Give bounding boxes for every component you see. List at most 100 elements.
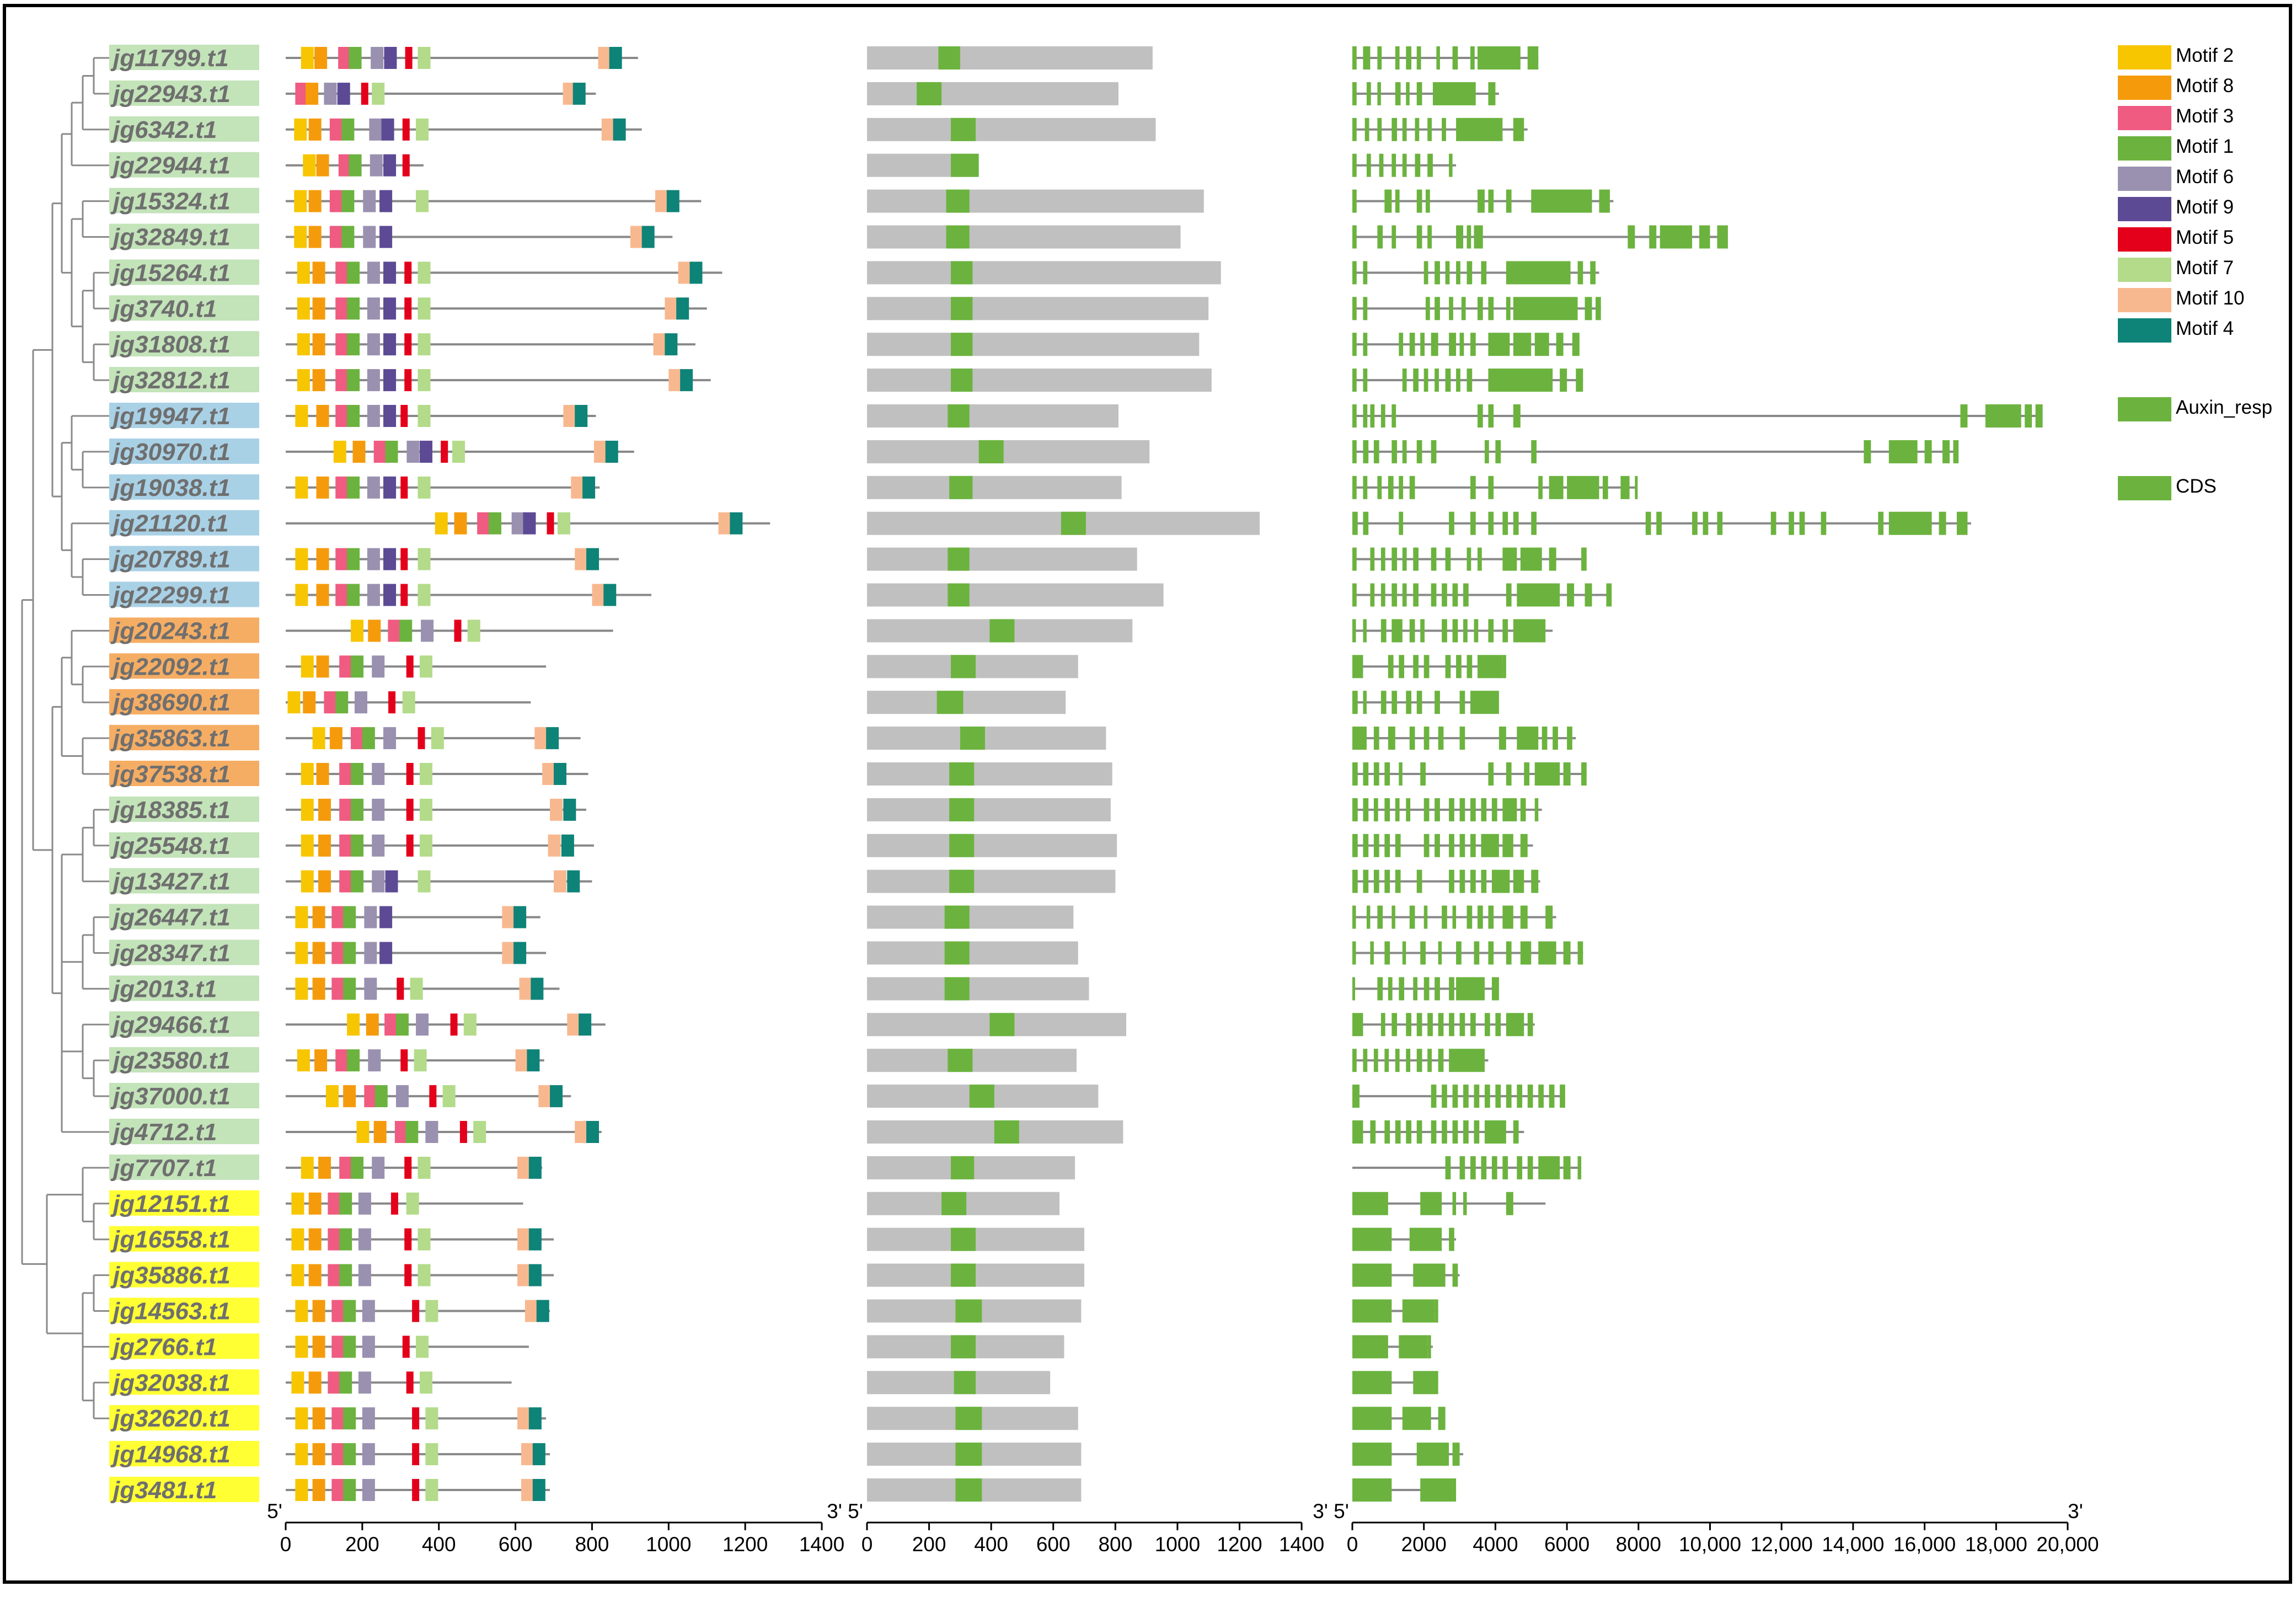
auxin-resp-domain <box>936 691 964 714</box>
motif9-box <box>383 405 397 427</box>
cds-exon <box>1488 619 1494 643</box>
motif2-box <box>297 297 310 320</box>
auxin-resp-domain <box>941 1192 967 1215</box>
motif10-box <box>517 1264 531 1286</box>
five-prime-label: 5' <box>267 1500 282 1523</box>
motif6-box <box>421 619 434 642</box>
motif8-box <box>306 82 319 105</box>
gene-label-bg <box>109 1477 259 1502</box>
motif3-box <box>335 405 349 427</box>
motif2-box <box>297 369 310 392</box>
motif4-box <box>575 405 588 427</box>
cds-exon <box>1484 1013 1490 1037</box>
cds-exon <box>1395 869 1401 893</box>
motif6-box <box>367 261 380 284</box>
motif10-box <box>525 1300 538 1322</box>
domain-tick-label: 400 <box>974 1533 1008 1556</box>
motif4-box <box>586 548 600 570</box>
cds-exon <box>1520 547 1542 571</box>
cds-exon <box>1432 82 1476 105</box>
motif2-box <box>301 1156 314 1179</box>
cds-exon <box>1470 333 1476 356</box>
cds-exon <box>1520 941 1532 965</box>
motif10-box <box>575 1121 588 1143</box>
cds-exon <box>1363 869 1369 893</box>
motif5-box <box>406 655 414 678</box>
cds-exon <box>1506 297 1511 321</box>
gene-label-bg <box>109 581 259 607</box>
cds-exon <box>1352 117 1357 141</box>
gene-label-bg <box>109 1262 259 1288</box>
cds-exon <box>1352 941 1356 965</box>
cds-exon <box>1352 798 1358 821</box>
motif1-box <box>351 870 364 893</box>
cds-exon <box>1352 1120 1363 1144</box>
motif7-box <box>418 47 431 69</box>
motif8-box <box>312 333 325 356</box>
cds-exon <box>1435 977 1440 1001</box>
gene-label-bg <box>109 546 259 571</box>
cds-exon <box>1888 511 1932 535</box>
motif5-box <box>400 584 408 606</box>
gene-label: jg32038.t1 <box>110 1369 231 1396</box>
cds-exon <box>1452 1120 1458 1144</box>
motif3-box <box>329 226 342 248</box>
cds-exon <box>1577 261 1583 285</box>
gene-label-bg <box>109 116 259 142</box>
auxin-resp-domain <box>946 189 970 213</box>
cds-exon <box>1560 368 1567 392</box>
motif7-box <box>416 190 429 212</box>
cds-exon <box>1384 1049 1389 1072</box>
cds-exon <box>1692 511 1698 535</box>
motif9-box <box>383 297 397 320</box>
motif7-box <box>402 691 415 714</box>
cds-exon <box>1406 798 1411 821</box>
cds-exon <box>1491 798 1497 821</box>
cds-exon <box>1352 834 1358 857</box>
motif1-box <box>347 1049 360 1072</box>
motif2-box <box>295 978 308 1000</box>
motif2-box <box>294 226 307 248</box>
motif4-box <box>605 440 618 463</box>
motif4-box <box>572 82 586 105</box>
auxin-resp-domain <box>954 1371 976 1395</box>
gene-label-bg <box>109 403 259 428</box>
gene-label: jg6342.t1 <box>110 116 217 143</box>
cds-exon <box>1363 404 1368 428</box>
cds-exon <box>1470 476 1476 499</box>
protein-bar <box>867 476 1122 499</box>
cds-exon <box>1388 476 1394 499</box>
auxin-resp-domain <box>949 762 975 786</box>
protein-bar <box>867 368 1212 392</box>
gene-label-bg <box>109 474 259 500</box>
motif2-box <box>291 1371 304 1394</box>
cds-exon <box>1384 762 1390 786</box>
motif2-box <box>287 691 301 714</box>
auxin-resp-domain <box>944 977 970 1001</box>
cds-exon <box>1399 333 1404 356</box>
motif4-box <box>550 1085 563 1108</box>
cds-exon <box>1717 225 1728 249</box>
motif8-box <box>366 1013 379 1036</box>
protein-bar <box>867 261 1221 285</box>
gene-label: jg32620.t1 <box>110 1405 231 1432</box>
cds-exon <box>1477 655 1503 679</box>
cds-exon <box>1402 153 1407 177</box>
motif1-box <box>347 369 360 392</box>
protein-bar <box>867 297 1209 321</box>
motif7-box <box>418 548 431 570</box>
motif9-box <box>384 47 397 69</box>
auxin-resp-domain <box>960 727 985 750</box>
motif9-box <box>420 440 433 463</box>
motif7-box <box>425 1479 438 1501</box>
auxin-resp-domain <box>989 1013 1015 1037</box>
motif1-box <box>351 798 364 821</box>
cds-exon <box>1445 547 1451 571</box>
cds-exon <box>1352 655 1363 679</box>
gene-label: jg37538.t1 <box>110 761 231 788</box>
cds-exon <box>1442 1120 1447 1144</box>
cds-exon <box>1402 117 1407 141</box>
cds-exon <box>1649 225 1657 249</box>
motif4-box <box>531 978 544 1000</box>
motif4-box <box>665 333 678 356</box>
